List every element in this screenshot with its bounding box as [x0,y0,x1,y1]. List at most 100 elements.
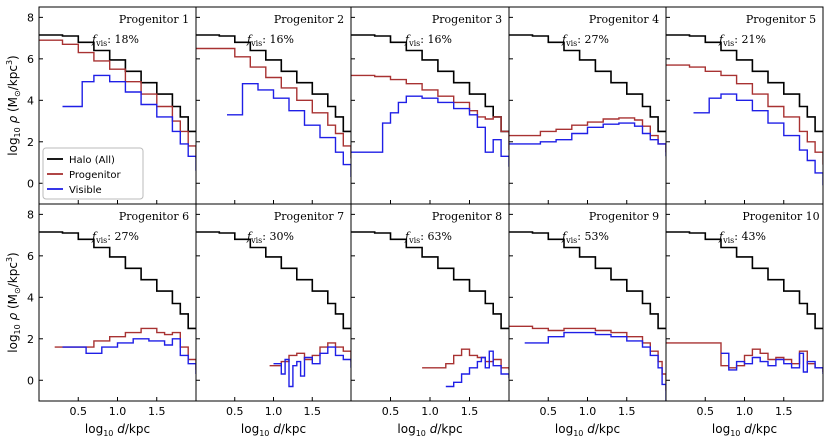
x-axis-label: log10 d/kpc [397,422,462,438]
fvis-value: 21% [741,33,765,46]
fvis-label: fvis: 27% [561,33,609,48]
legend: Halo (All) Progenitor Visible [42,147,144,200]
panel-3: Progenitor 3 fvis: 16% [350,6,510,205]
panel-8-series [351,231,509,388]
halo-line [39,231,196,330]
y-tick-label: 0 [27,374,34,387]
visible-line [62,338,196,374]
progenitor-line [39,39,196,159]
progenitor-line [422,348,509,370]
halo-line [666,34,823,133]
visible-line [721,352,823,374]
visible-line [693,93,823,186]
fvis-value: 16% [427,33,451,46]
halo-line [196,34,351,133]
x-tick-label: 0.5 [382,405,400,418]
y-tick-label: 6 [27,250,34,263]
panel-8: 0.5 1.0 1.5 Progenitor 8 fvis: 63% [350,203,510,418]
visible-line [227,83,351,177]
fvis-label: fvis: 16% [246,33,294,48]
legend-label: Progenitor [69,170,122,181]
fvis-label: fvis: 53% [561,230,609,245]
progenitor-line [666,64,823,165]
panel-4-series [509,34,666,157]
fvis-value: 43% [741,230,765,243]
y-tick-label: 4 [27,94,34,107]
fvis-value: 63% [427,230,451,243]
y-tick-label: 6 [27,53,34,66]
panel-1-series [39,34,196,171]
y-tick-label: 2 [27,333,34,346]
panel-7-series [196,231,351,388]
panel-title: Progenitor 2 [274,13,344,26]
fvis-label: fvis: 30% [246,230,294,245]
progenitor-line [269,342,351,367]
halo-line [39,34,196,133]
halo-line [351,231,509,330]
progenitor-line [54,327,196,370]
visible-line [273,346,351,388]
panel-1: 0 2 4 6 8 Progenitor 1 fvis: 18% [27,6,197,205]
panel-9: 0.5 1.0 1.5 Progenitor 9 fvis: 53% [508,203,667,418]
visible-line [62,74,196,171]
panel-5-series [666,34,823,186]
panel-2: Progenitor 2 fvis: 16% [195,6,352,205]
x-axis-label: log10 d/kpc [555,422,620,438]
fvis-label: fvis: 63% [404,230,452,245]
halo-line [509,231,666,330]
halo-line [351,34,509,133]
panel-title: Progenitor 9 [589,210,659,223]
panel-title: Progenitor 4 [589,13,659,26]
visible-line [351,95,509,167]
x-tick-label: 0.5 [540,405,558,418]
halo-line [666,231,823,330]
x-axis-label: log10 d/kpc [85,422,150,438]
fvis-label: fvis: 16% [404,33,452,48]
visible-line [509,122,666,157]
legend-label: Visible [69,185,102,196]
y-tick-label: 8 [27,208,34,221]
x-tick-label: 1.5 [148,405,166,418]
panel-2-series [196,34,351,177]
fvis-value: 27% [584,33,608,46]
panel-10-series [666,231,823,374]
fvis-label: fvis: 21% [718,33,766,48]
fvis-value: 16% [269,33,293,46]
y-tick-label: 0 [27,177,34,190]
fvis-value: 18% [114,33,138,46]
panel-9-series [509,231,666,401]
panel-5: Progenitor 5 fvis: 21% [665,6,824,205]
x-tick-label: 1.0 [109,405,127,418]
fvis-value: 27% [114,230,138,243]
panel-10: 0.5 1.0 1.5 Progenitor 10 fvis: 43% [665,203,824,418]
x-tick-label: 1.5 [461,405,479,418]
panel-title: Progenitor 1 [119,13,189,26]
panel-title: Progenitor 5 [746,13,816,26]
panel-7: 0.5 1.0 1.5 Progenitor 7 fvis: 30% [195,203,352,418]
x-tick-label: 0.5 [697,405,715,418]
panel-6: 0 2 4 6 8 0.5 1.0 1.5 Progenitor 6 fvis: 27% [27,203,197,418]
x-tick-label: 1.0 [736,405,754,418]
y-tick-label: 4 [27,291,34,304]
x-tick-label: 1.0 [421,405,439,418]
halo-line [196,231,351,330]
fvis-value: 53% [584,230,608,243]
x-tick-label: 1.5 [775,405,793,418]
y-tick-label: 8 [27,11,34,24]
x-tick-label: 0.5 [70,405,88,418]
fvis-label: fvis: 27% [91,230,139,245]
progenitor-line [509,117,666,153]
visible-line [524,331,666,401]
x-tick-label: 1.0 [579,405,597,418]
x-axis-label: log10 d/kpc [712,422,777,438]
fvis-label: fvis: 18% [91,33,139,48]
halo-line [509,34,666,133]
x-tick-label: 1.0 [265,405,283,418]
panel-title: Progenitor 7 [274,210,344,223]
x-axis-label: log10 d/kpc [241,422,306,438]
legend-label: Halo (All) [69,155,115,166]
y-axis-label: log10 ρ (M⊙/kpc3) [5,252,22,352]
fvis-label: fvis: 43% [718,230,766,245]
x-tick-label: 0.5 [226,405,244,418]
